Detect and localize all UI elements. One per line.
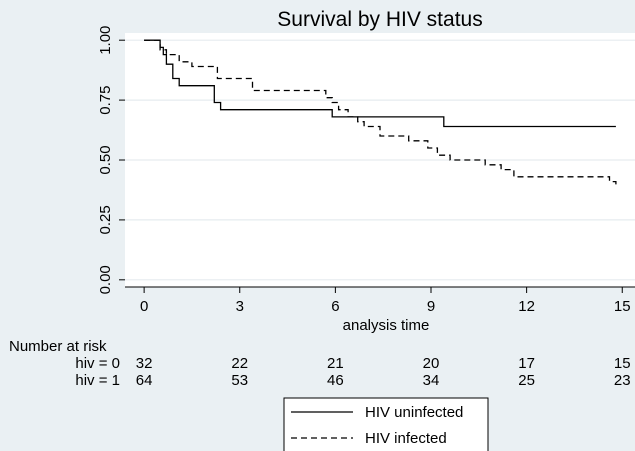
risk-row-label: hiv = 1	[75, 372, 120, 389]
risk-table-title: Number at risk	[9, 338, 107, 355]
x-tick-label: 3	[236, 298, 244, 315]
x-tick-label: 0	[140, 298, 148, 315]
risk-value: 23	[614, 372, 631, 389]
x-axis: 0 3 6 9 12 15	[125, 286, 635, 315]
gridlines	[125, 39, 635, 281]
risk-row-label: hiv = 0	[75, 355, 120, 372]
chart-title: Survival by HIV status	[277, 8, 482, 31]
y-tick-label: 1.00	[97, 26, 114, 55]
x-tick-label: 15	[614, 298, 631, 315]
risk-value: 21	[327, 355, 344, 372]
risk-value: 15	[614, 355, 631, 372]
risk-value: 34	[423, 372, 440, 389]
x-axis-label: analysis time	[343, 317, 430, 334]
risk-value: 64	[136, 372, 153, 389]
series-line-hiv-uninfected	[144, 39, 616, 128]
x-tick-label: 6	[331, 298, 339, 315]
legend-label: HIV infected	[365, 430, 447, 447]
survival-curves	[144, 39, 617, 187]
risk-value: 46	[327, 372, 344, 389]
x-tick-label: 9	[427, 298, 435, 315]
risk-value: 32	[136, 355, 153, 372]
legend-box	[283, 397, 489, 451]
risk-value: 22	[231, 355, 248, 372]
y-tick-label: 0.00	[97, 265, 114, 294]
risk-value: 17	[518, 355, 535, 372]
legend-label: HIV uninfected	[365, 404, 463, 421]
risk-value: 25	[518, 372, 535, 389]
series-line-hiv-infected	[144, 39, 617, 187]
risk-table: Number at risk hiv = 0 32 22 21 20 17 15 hiv = …	[9, 338, 631, 389]
legend: HIV uninfected HIV infected	[283, 397, 489, 451]
y-tick-label: 0.50	[97, 145, 114, 174]
x-tick-label: 12	[518, 298, 535, 315]
risk-value: 20	[423, 355, 440, 372]
y-tick-label: 0.75	[97, 85, 114, 114]
y-tick-label: 0.25	[97, 205, 114, 234]
risk-value: 53	[231, 372, 248, 389]
y-axis: 0.00 0.25 0.50 0.75 1.00	[97, 26, 125, 294]
